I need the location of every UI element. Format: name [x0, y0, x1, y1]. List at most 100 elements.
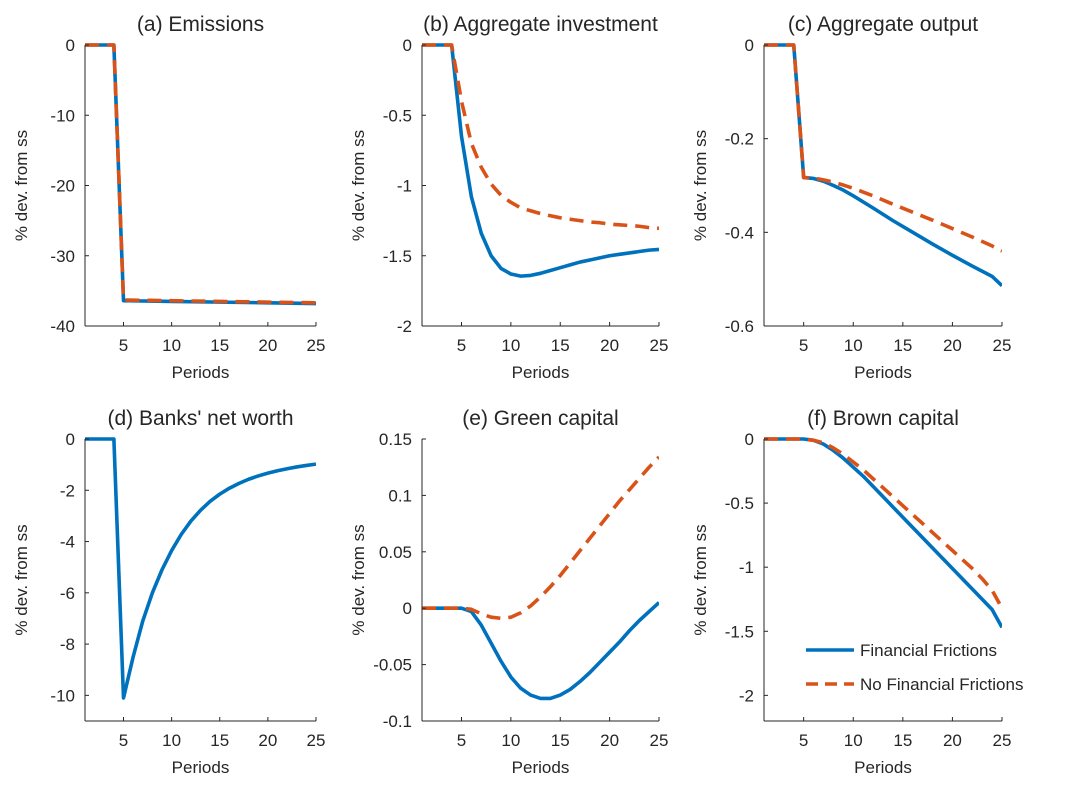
chart-panel-3: 5 10 15 20 25 0 -0.2 -0.4 -0.6 Periods % dev. from… — [691, 13, 1011, 382]
x-tick-label: 25 — [650, 336, 669, 355]
legend-label-no-financial-frictions: No Financial Frictions — [860, 675, 1023, 694]
legend: Financial Frictions No Financial Friction… — [806, 641, 1023, 694]
x-tick-label: 10 — [501, 336, 520, 355]
x-tick-label: 5 — [457, 336, 466, 355]
x-tick-label: 15 — [893, 336, 912, 355]
x-tick-label: 5 — [799, 731, 808, 750]
y-tick-label: -0.4 — [725, 223, 754, 242]
x-tick-label: 25 — [307, 731, 326, 750]
chart-panel-6: 5 10 15 20 25 0 -0.5 -1 -1.5 -2 Periods % dev. from… — [691, 407, 1011, 777]
chart-panel-2: 5 10 15 20 25 0 -0.5 -1 -1.5 -2 Periods % dev. from… — [349, 13, 668, 382]
plot-area — [422, 439, 659, 721]
x-tick-label: 25 — [993, 731, 1012, 750]
y-tick-label: 0 — [403, 36, 412, 55]
plot-area — [764, 45, 1002, 326]
series-line-no-financial-frictions — [85, 43, 316, 305]
y-tick-label: 0.05 — [379, 543, 412, 562]
x-tick-label: 25 — [650, 731, 669, 750]
y-axis-title: % dev. from ss — [691, 130, 710, 241]
chart-panel-1: 5 10 15 20 25 0 -10 -20 -30 -40 Periods % dev. from… — [12, 13, 325, 382]
series-line-no-financial-frictions — [764, 43, 1002, 253]
y-tick-label: -10 — [50, 106, 75, 125]
series-line-no-financial-frictions — [764, 437, 1002, 610]
y-tick-label: -2 — [60, 481, 75, 500]
chart-title: (b) Aggregate investment — [423, 13, 658, 36]
x-tick-label: 15 — [551, 336, 570, 355]
x-tick-label: 5 — [799, 336, 808, 355]
y-tick-label: -1 — [397, 177, 412, 196]
y-tick-label: -2 — [739, 686, 754, 705]
x-axis-title: Periods — [854, 363, 912, 382]
x-axis-title: Periods — [854, 758, 912, 777]
x-tick-label: 15 — [210, 336, 229, 355]
x-tick-label: 20 — [600, 731, 619, 750]
x-tick-label: 20 — [258, 731, 277, 750]
chart-title: (c) Aggregate output — [788, 13, 978, 36]
y-axis-title: % dev. from ss — [691, 524, 710, 635]
y-tick-label: 0 — [66, 430, 75, 449]
y-tick-label: -1 — [739, 558, 754, 577]
x-tick-label: 25 — [307, 336, 326, 355]
y-tick-label: -6 — [60, 584, 75, 603]
x-axis-title: Periods — [172, 758, 230, 777]
series-line-financial-frictions — [422, 601, 659, 701]
y-tick-label: -1.5 — [383, 247, 412, 266]
y-axis-title: % dev. from ss — [349, 524, 368, 635]
x-tick-label: 5 — [119, 731, 128, 750]
series-line-financial-frictions — [764, 437, 1002, 629]
legend-label-financial-frictions: Financial Frictions — [860, 641, 997, 660]
x-axis-title: Periods — [512, 758, 570, 777]
x-tick-label: 10 — [844, 731, 863, 750]
x-tick-label: 5 — [119, 336, 128, 355]
x-tick-label: 20 — [943, 731, 962, 750]
y-tick-label: 0 — [403, 599, 412, 618]
y-tick-label: 0 — [66, 36, 75, 55]
y-tick-label: 0.15 — [379, 430, 412, 449]
y-tick-label: -1.5 — [725, 622, 754, 641]
x-tick-label: 25 — [993, 336, 1012, 355]
series-line-no-financial-frictions — [422, 43, 659, 231]
x-tick-label: 10 — [162, 731, 181, 750]
y-tick-label: -0.1 — [383, 712, 412, 731]
x-tick-label: 10 — [844, 336, 863, 355]
series-line-financial-frictions — [85, 437, 316, 700]
series-line-financial-frictions — [422, 43, 659, 278]
chart-title: (e) Green capital — [462, 407, 618, 430]
y-tick-label: -10 — [50, 686, 75, 705]
y-axis-title: % dev. from ss — [12, 130, 31, 241]
y-axis-title: % dev. from ss — [12, 524, 31, 635]
y-tick-label: -0.2 — [725, 130, 754, 149]
y-tick-label: -0.5 — [383, 106, 412, 125]
y-axis-title: % dev. from ss — [349, 130, 368, 241]
y-tick-label: -4 — [60, 533, 75, 552]
x-tick-label: 10 — [501, 731, 520, 750]
y-tick-label: -0.6 — [725, 317, 754, 336]
y-tick-label: 0.1 — [388, 486, 412, 505]
chart-title: (f) Brown capital — [807, 407, 959, 430]
chart-title: (a) Emissions — [137, 13, 264, 36]
chart-panel-4: 5 10 15 20 25 0 -2 -4 -6 -8 -10 Periods % dev. from … — [12, 407, 325, 777]
chart-panel-5: 5 10 15 20 25 0.15 0.1 0.05 0 -0.05 -0.1 Periods % d… — [349, 407, 668, 777]
chart-title: (d) Banks' net worth — [107, 407, 293, 430]
y-tick-label: -0.5 — [725, 494, 754, 513]
y-tick-label: -20 — [50, 177, 75, 196]
y-tick-label: -2 — [397, 317, 412, 336]
x-axis-title: Periods — [512, 363, 570, 382]
x-tick-label: 10 — [162, 336, 181, 355]
x-axis-title: Periods — [172, 363, 230, 382]
x-tick-label: 20 — [258, 336, 277, 355]
y-tick-label: -0.05 — [373, 656, 412, 675]
y-tick-label: 0 — [745, 430, 754, 449]
x-tick-label: 5 — [457, 731, 466, 750]
x-tick-label: 15 — [551, 731, 570, 750]
y-tick-label: 0 — [745, 36, 754, 55]
y-tick-label: -40 — [50, 317, 75, 336]
x-tick-label: 15 — [893, 731, 912, 750]
x-tick-label: 20 — [600, 336, 619, 355]
series-line-no-financial-frictions — [422, 455, 659, 621]
y-tick-label: -8 — [60, 635, 75, 654]
y-tick-label: -30 — [50, 247, 75, 266]
x-tick-label: 15 — [210, 731, 229, 750]
x-tick-label: 20 — [943, 336, 962, 355]
